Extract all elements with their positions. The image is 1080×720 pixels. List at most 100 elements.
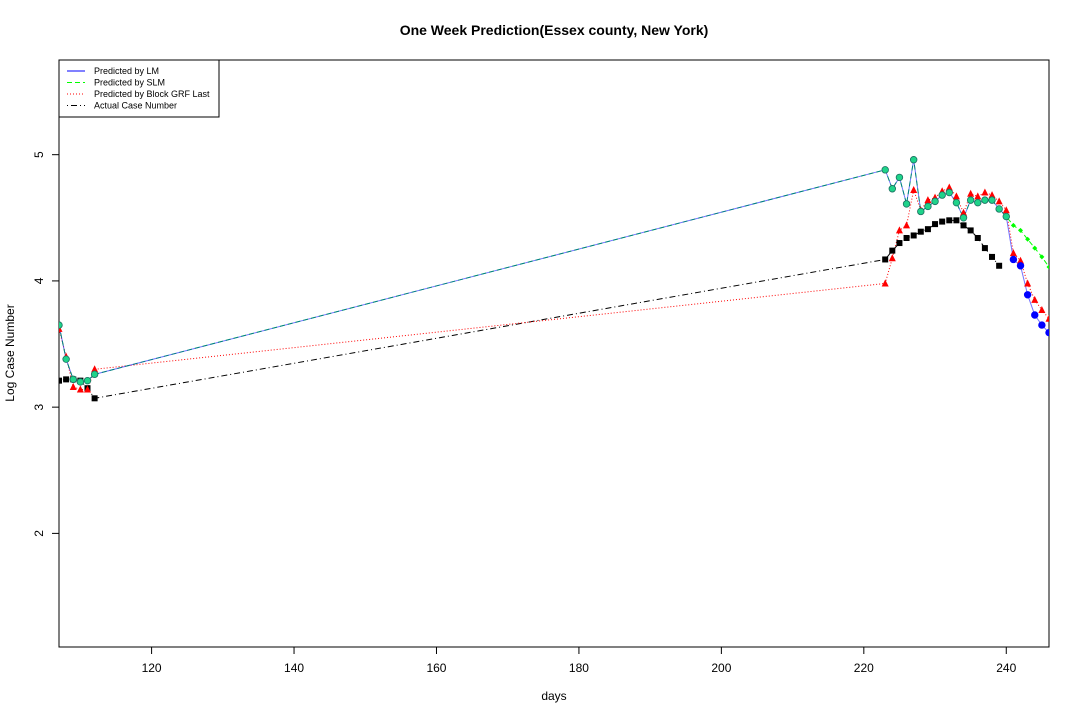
block-grf-point bbox=[895, 226, 903, 234]
x-tick-label: 240 bbox=[996, 661, 1016, 675]
block-grf-point bbox=[924, 196, 932, 204]
block-grf-point bbox=[952, 192, 960, 200]
lm-point bbox=[959, 214, 968, 222]
series-layer bbox=[59, 156, 1049, 402]
lm-point bbox=[902, 200, 911, 208]
block-grf-point bbox=[1038, 305, 1046, 313]
x-axis: 120 140 160 180 200 220 240 bbox=[142, 646, 1017, 675]
y-tick-label: 5 bbox=[32, 151, 46, 158]
lm-point bbox=[1002, 212, 1010, 221]
lm-point bbox=[62, 355, 70, 363]
lm-point bbox=[1031, 311, 1039, 319]
block-grf-point bbox=[910, 186, 918, 194]
x-tick-label: 160 bbox=[426, 661, 446, 675]
actual-point bbox=[996, 262, 1003, 269]
block-grf-point bbox=[974, 192, 982, 200]
lm-point bbox=[931, 197, 939, 206]
lm-point bbox=[895, 173, 904, 182]
block-grf-point bbox=[967, 189, 975, 197]
block-grf-point bbox=[91, 365, 99, 373]
plot-area-frame bbox=[58, 59, 1050, 648]
lm-point bbox=[1038, 321, 1046, 329]
y-tick-label: 2 bbox=[32, 530, 46, 537]
lm-point bbox=[924, 202, 932, 211]
block-grf-point bbox=[83, 385, 91, 393]
slm-point bbox=[1018, 227, 1024, 233]
lm-point bbox=[1016, 262, 1025, 270]
slm-point bbox=[1025, 236, 1031, 242]
actual-point bbox=[63, 376, 70, 383]
block-grf-point bbox=[888, 254, 896, 262]
lm-point bbox=[881, 166, 889, 174]
actual-point bbox=[889, 247, 896, 254]
legend-label: Predicted by Block GRF Last bbox=[94, 89, 210, 99]
actual-case-line bbox=[59, 219, 1000, 399]
legend-label: Actual Case Number bbox=[94, 101, 177, 111]
actual-point bbox=[910, 232, 917, 239]
x-tick-label: 120 bbox=[142, 661, 162, 675]
x-tick-label: 200 bbox=[711, 661, 731, 675]
actual-point bbox=[924, 226, 931, 233]
slm-point bbox=[1010, 222, 1016, 228]
x-tick-label: 140 bbox=[284, 661, 304, 675]
actual-point bbox=[946, 217, 953, 224]
y-tick-label: 4 bbox=[32, 277, 46, 284]
lm-point bbox=[952, 198, 961, 207]
actual-point bbox=[967, 227, 974, 234]
slm-point bbox=[1039, 254, 1045, 260]
block-grf-point bbox=[903, 221, 911, 229]
lm-point bbox=[938, 191, 946, 199]
block-grf-point bbox=[1045, 314, 1049, 322]
legend-label: Predicted by LM bbox=[94, 66, 159, 76]
actual-point bbox=[939, 218, 946, 225]
lm-point bbox=[1045, 328, 1049, 337]
block-grf-point bbox=[1024, 279, 1032, 287]
block-grf-point bbox=[1017, 256, 1025, 264]
slm-point bbox=[1046, 264, 1049, 270]
lm-point bbox=[69, 375, 77, 384]
lm-point bbox=[76, 378, 85, 386]
y-axis: 2 3 4 5 bbox=[32, 151, 60, 537]
x-axis-label: days bbox=[541, 689, 566, 703]
lm-line bbox=[59, 159, 1049, 383]
y-tick-label: 3 bbox=[32, 403, 46, 410]
actual-point bbox=[974, 234, 981, 241]
actual-point bbox=[989, 253, 996, 260]
block-grf-point bbox=[1031, 295, 1039, 303]
block-grf-point bbox=[988, 191, 996, 199]
legend-box bbox=[58, 59, 220, 118]
actual-point bbox=[896, 240, 903, 247]
legend: Predicted by LM Predicted by SLMPredicted… bbox=[58, 59, 220, 118]
lm-point bbox=[59, 321, 63, 329]
actual-point bbox=[917, 228, 924, 235]
lm-point bbox=[1009, 255, 1018, 264]
block-grf-line bbox=[59, 186, 1049, 390]
x-tick-label: 180 bbox=[569, 661, 589, 675]
actual-point bbox=[91, 395, 98, 402]
actual-point bbox=[903, 234, 910, 241]
lm-point bbox=[917, 207, 925, 216]
lm-point bbox=[888, 185, 897, 193]
actual-point bbox=[932, 221, 939, 228]
actual-point bbox=[960, 222, 967, 229]
lm-point bbox=[945, 188, 953, 197]
block-grf-point bbox=[995, 197, 1003, 205]
lm-point bbox=[981, 196, 989, 204]
block-grf-point bbox=[1009, 249, 1017, 257]
lm-point bbox=[988, 196, 996, 204]
lm-point bbox=[995, 205, 1003, 213]
actual-point bbox=[953, 217, 960, 224]
block-grf-point bbox=[945, 183, 953, 191]
block-grf-point bbox=[1002, 206, 1010, 214]
actual-point bbox=[882, 256, 889, 263]
block-grf-point bbox=[76, 385, 84, 393]
lm-point bbox=[1023, 291, 1032, 299]
lm-point bbox=[974, 198, 982, 207]
lm-point bbox=[83, 376, 92, 385]
slm-point bbox=[1032, 245, 1038, 251]
chart-title: One Week Prediction(Essex county, New Yo… bbox=[400, 22, 709, 38]
y-axis-label: Log Case Number bbox=[3, 304, 17, 401]
actual-point bbox=[981, 245, 988, 252]
block-grf-point bbox=[960, 208, 968, 216]
